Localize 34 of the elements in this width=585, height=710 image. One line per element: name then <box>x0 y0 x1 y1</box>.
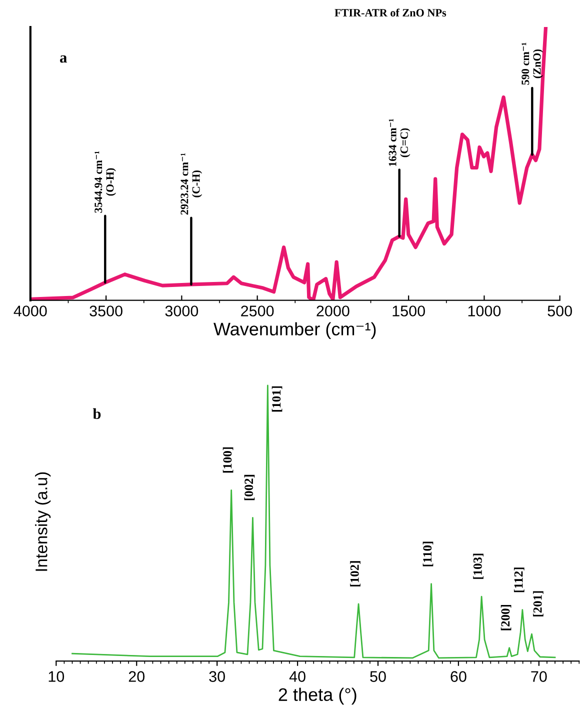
annotation: [100] <box>222 447 234 473</box>
y-axis-title: Intensity (a.u) <box>35 472 51 571</box>
x-tick-label: 70 <box>531 671 547 682</box>
annotation: b <box>92 408 101 420</box>
annotation: a <box>60 55 67 63</box>
x-tick-label: 10 <box>48 671 64 682</box>
x-tick-label: 1000 <box>468 306 501 316</box>
x-tick-label: 2500 <box>241 306 274 316</box>
x-tick-label: 60 <box>450 671 466 682</box>
annotation: [200] <box>500 604 512 630</box>
x-tick-label: 2000 <box>316 306 350 316</box>
annotation: [002] <box>244 474 255 500</box>
annotation: [201] <box>533 591 544 616</box>
annotation: [102] <box>350 561 360 586</box>
x-axis-title: Wavenumber (cm⁻¹) <box>214 322 376 340</box>
annotation: 590 cm⁻¹ (ZnO) <box>522 42 544 85</box>
annotation: 2923.24 cm⁻¹ (C-H) <box>180 153 202 215</box>
annotation: [103] <box>473 554 484 579</box>
x-tick-label: 500 <box>548 306 572 316</box>
chart-title: FTIR-ATR of ZnO NPs <box>334 8 446 17</box>
x-tick-label: 3500 <box>90 306 122 316</box>
annotation: 3544.94 cm⁻¹ (O-H) <box>94 151 116 213</box>
annotation: [101] <box>272 386 282 412</box>
x-tick-label: 1500 <box>392 306 425 316</box>
annotation: [110] <box>422 542 434 566</box>
x-tick-label: 30 <box>209 671 225 682</box>
x-tick-label: 40 <box>289 671 306 682</box>
x-tick-label: 4000 <box>14 306 47 316</box>
annotation: 1634 cm⁻¹ (C=C) <box>388 118 410 166</box>
x-axis-title: 2 theta (°) <box>278 688 356 705</box>
x-tick-label: 50 <box>370 671 386 682</box>
x-tick-label: 20 <box>128 671 145 682</box>
x-tick-label: 3000 <box>165 306 198 316</box>
annotation: [112] <box>514 568 524 592</box>
